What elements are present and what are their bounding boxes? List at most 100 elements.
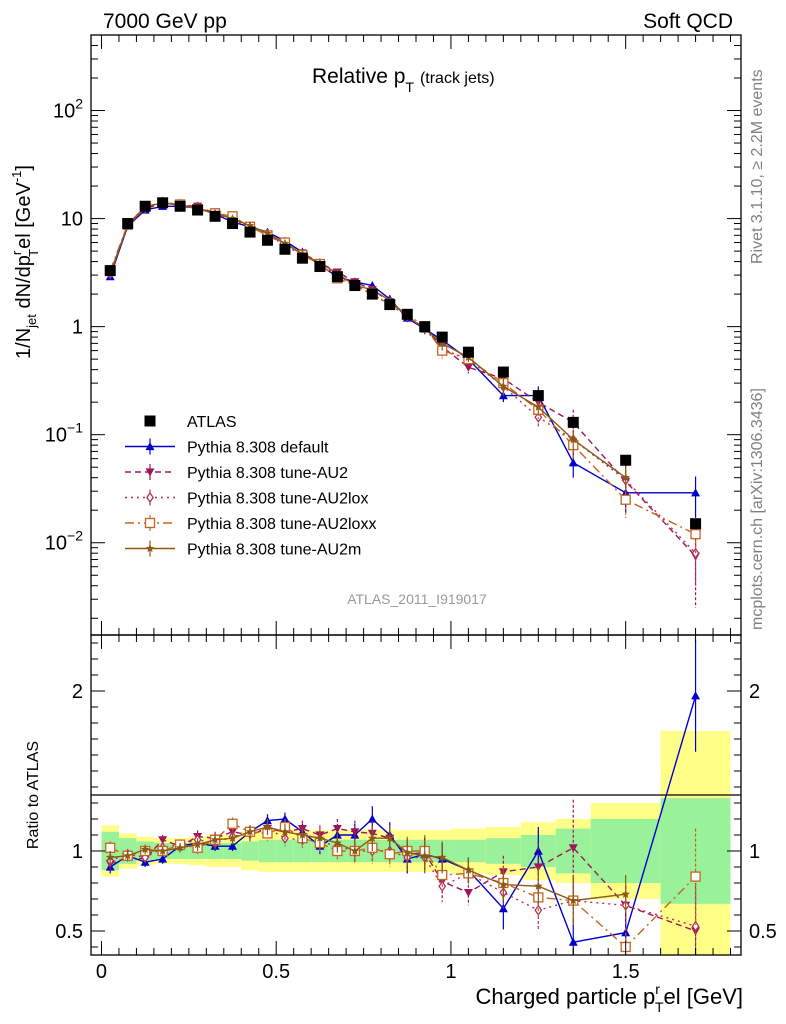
data-point: [690, 518, 702, 530]
analysis-label: ATLAS_2011_I919017: [347, 591, 487, 607]
main-y-axis-label: 1/Njet dN/dpr Tel [GeV-1]: [9, 165, 41, 359]
data-point: [497, 366, 509, 378]
uncertainty-band-inner: [293, 839, 312, 863]
y-tick-label: 1: [72, 317, 83, 339]
data-point: [384, 299, 396, 311]
data-point: [568, 458, 578, 467]
uncertainty-band-inner: [590, 819, 661, 883]
x-tick-label: 0: [96, 961, 107, 983]
ratio-data-point: [621, 889, 630, 898]
data-point: [314, 261, 326, 273]
data-point: [534, 402, 543, 411]
data-point: [261, 234, 273, 246]
data-point: [620, 494, 631, 505]
legend-item-pythia-8-308-tune-au2lox: Pythia 8.308 tune-AU2lox: [125, 489, 368, 508]
ratio-data-point: [621, 928, 631, 937]
main-title: Relative pT (track jets): [312, 65, 495, 95]
data-point: [366, 288, 378, 300]
ratio-ticks: 0.5 0.5 1 1 2 2 0 0.5 1 1.5: [55, 635, 777, 983]
x-axis-label: Charged particle pr Tel [GeV]: [476, 981, 744, 1015]
ratio-data-point: [534, 881, 543, 890]
legend-marker: [145, 468, 155, 477]
legend-label: ATLAS: [187, 414, 237, 431]
legend: ATLAS Pythia 8.308 default Pythia 8.308 tu…: [125, 414, 376, 559]
legend-marker: [145, 544, 155, 553]
ratio-data-point: [228, 841, 238, 850]
legend-label: Pythia 8.308 default: [187, 440, 329, 457]
ratio-data-point: [420, 851, 429, 860]
data-point: [620, 454, 632, 466]
ratio-y-tick-label: 2: [72, 681, 83, 703]
data-point: [401, 308, 413, 320]
ratio-series-line: [109, 827, 696, 927]
series-line: [109, 202, 696, 535]
ratio-frame: [90, 634, 742, 956]
ratio-y-tick-label-right: 1: [749, 841, 760, 863]
main-ticks: 10−2 10−1 1 10 102: [45, 34, 741, 635]
ratio-data-point: [350, 846, 360, 855]
ratio-data-point: [350, 828, 360, 837]
legend-item-atlas: ATLAS: [144, 414, 237, 431]
side-label-rivet: Rivet 3.1.10, ≥ 2.2M events: [749, 69, 766, 264]
data-point: [569, 435, 578, 444]
ratio-data-point: [158, 854, 168, 863]
data-point: [621, 473, 630, 482]
ratio-y-tick-label: 1: [72, 841, 83, 863]
data-point: [122, 218, 134, 230]
ratio-data-point: [123, 851, 132, 860]
y-tick-label: 10−1: [45, 420, 83, 447]
main-panel: 10−2 10−1 1 10 102 Relative pT (track jets) A…: [45, 34, 742, 636]
ratio-data-point: [227, 818, 238, 829]
ratio-data-point: [333, 838, 342, 847]
ratio-series-pythia-8-308-tune-au2m: [105, 819, 630, 925]
data-point: [104, 265, 116, 277]
ratio-data-point: [690, 871, 701, 882]
ratio-data-point: [569, 896, 578, 905]
ratio-data-point: [175, 843, 185, 852]
ratio-data-point: [463, 889, 473, 898]
legend-marker: [144, 517, 156, 529]
ratio-series-pythia-8-308-default: [105, 639, 701, 955]
ratio-data-point: [193, 840, 202, 849]
ratio-data-point: [368, 833, 377, 842]
series-pythia-8-308-tune-au2m: [105, 198, 630, 492]
data-point: [463, 363, 473, 372]
ratio-data-point: [105, 852, 115, 861]
data-point: [227, 218, 239, 230]
series-atlas: [104, 197, 702, 530]
legend-label: Pythia 8.308 tune-AU2lox: [187, 491, 368, 508]
data-point: [567, 416, 579, 428]
data-point: [499, 381, 508, 390]
main-curves: [104, 196, 702, 608]
data-point: [174, 200, 186, 212]
ratio-data-point: [464, 865, 473, 874]
data-point: [192, 204, 204, 216]
ratio-data-point: [568, 937, 578, 946]
ratio-data-point: [158, 836, 168, 845]
data-point: [244, 226, 256, 238]
data-point: [691, 488, 701, 497]
data-point: [279, 243, 291, 255]
uncertainty-band-inner: [258, 839, 277, 863]
uncertainty-band-inner: [450, 839, 486, 863]
ratio-data-point: [315, 833, 325, 842]
data-point: [462, 346, 474, 358]
ratio-y-tick-label-right: 2: [749, 681, 760, 703]
data-point: [296, 252, 308, 264]
series-line: [109, 202, 627, 479]
x-tick-label: 1.5: [612, 961, 640, 983]
uncertainty-band-inner: [241, 841, 259, 861]
legend-marker: [146, 491, 154, 504]
legend-label: Pythia 8.308 tune-AU2loxx: [187, 516, 376, 533]
ratio-data-point: [385, 833, 395, 842]
header-right: Soft QCD: [643, 10, 733, 33]
ratio-data-point: [245, 827, 255, 836]
x-tick-label: 1: [445, 961, 456, 983]
ratio-data-point: [332, 825, 342, 834]
legend-item-pythia-8-308-tune-au2m: Pythia 8.308 tune-AU2m: [125, 540, 361, 559]
ratio-data-point: [228, 833, 237, 842]
data-point: [209, 210, 221, 222]
ratio-y-tick-label-right: 0.5: [749, 921, 777, 943]
uncertainty-band-inner: [276, 839, 294, 863]
